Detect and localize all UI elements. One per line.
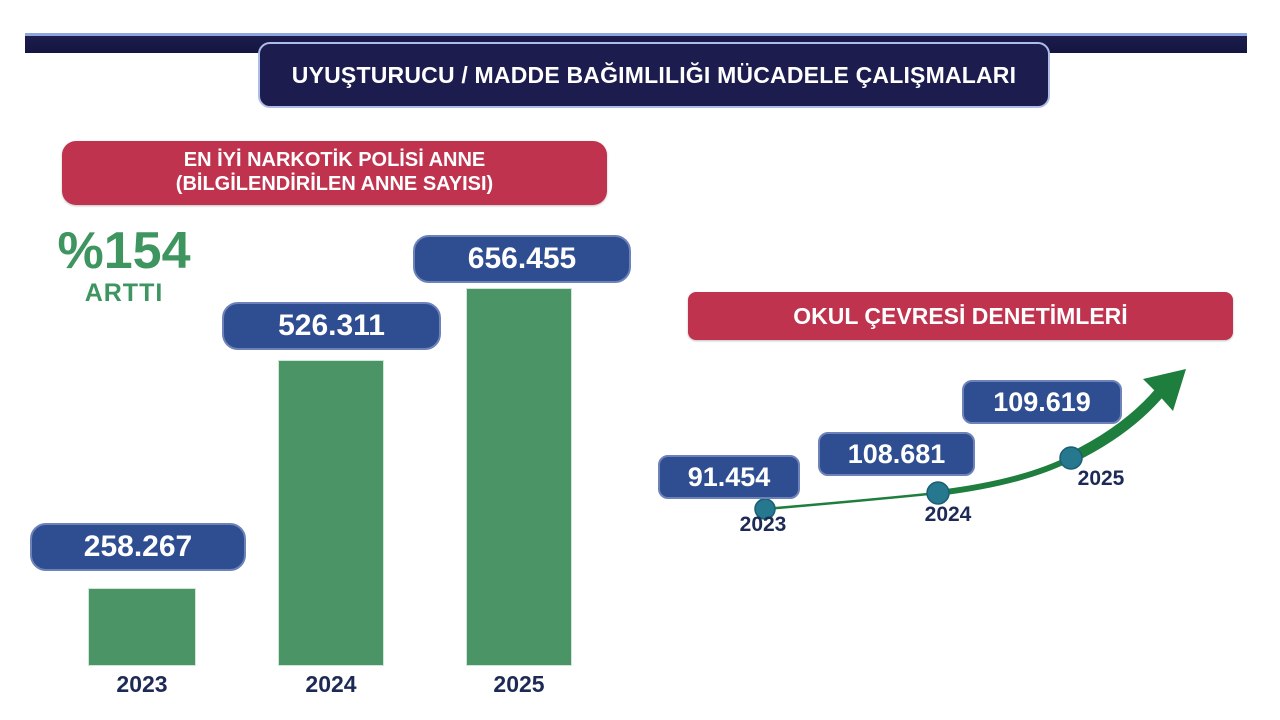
point-2024 [926, 481, 950, 505]
line-value-2023: 91.454 [658, 455, 800, 499]
bar-value-2023: 258.267 [30, 523, 246, 571]
increase-word: ARTTI [84, 278, 164, 307]
bar-value-2024-label: 526.311 [278, 309, 385, 342]
bar-2025 [466, 288, 572, 666]
line-year-2024: 2024 [924, 503, 972, 526]
bar-value-2023-label: 258.267 [83, 530, 193, 563]
trend-arrowhead [1143, 369, 1186, 411]
right-chart-header: OKUL ÇEVRESİ DENETİMLERİ [688, 292, 1233, 340]
increase-percentage: %154 [57, 222, 191, 280]
point-2025 [1059, 446, 1083, 470]
bar-year-2023: 2023 [116, 671, 168, 697]
left-chart-header-line1: EN İYİ NARKOTİK POLİSİ ANNE [183, 149, 486, 172]
left-chart-header-line2: (BİLGİLENDİRİLEN ANNE SAYISI) [175, 173, 494, 195]
page-title: UYUŞTURUCU / MADDE BAĞIMLILIĞI MÜCADELE … [291, 61, 1017, 88]
line-value-2025-label: 109.619 [993, 386, 1091, 417]
right-chart-header-label: OKUL ÇEVRESİ DENETİMLERİ [793, 302, 1128, 329]
line-year-2025: 2025 [1077, 467, 1125, 490]
line-value-2023-label: 91.454 [687, 461, 771, 492]
left-chart-header: EN İYİ NARKOTİK POLİSİ ANNE (BİLGİLENDİR… [62, 141, 607, 205]
bar-value-2025: 656.455 [413, 235, 631, 283]
line-value-2024-label: 108.681 [847, 438, 946, 469]
line-year-2023: 2023 [739, 513, 787, 536]
bar-year-2024: 2024 [305, 671, 357, 697]
bar-2024 [278, 360, 384, 666]
increase-annotation: %154 ARTTI [34, 224, 214, 308]
bar-year-2025: 2025 [493, 671, 545, 697]
bar-value-2025-label: 656.455 [467, 242, 577, 275]
line-value-2024: 108.681 [818, 432, 975, 476]
bar-2023 [88, 588, 196, 666]
line-value-2025: 109.619 [962, 380, 1122, 424]
bar-value-2024: 526.311 [222, 302, 441, 350]
title-banner: UYUŞTURUCU / MADDE BAĞIMLILIĞI MÜCADELE … [258, 42, 1050, 108]
